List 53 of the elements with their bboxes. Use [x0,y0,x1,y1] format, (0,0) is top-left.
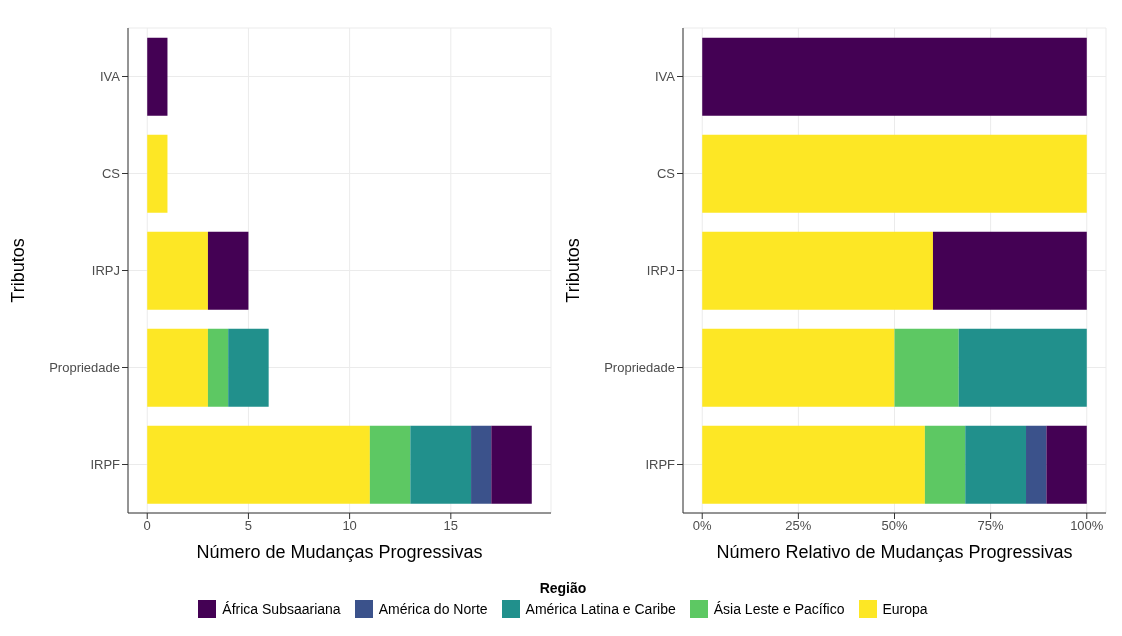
y-tick-label: IRPJ [91,263,120,279]
y-tick-label: CS [656,166,676,182]
bar [147,134,168,213]
y-axis-title: Tributos [8,238,29,303]
y-tick-label: IRPJ [646,263,675,279]
x-tick-label: 75% [977,518,1005,534]
bar [410,425,472,504]
y-axis-title: Tributos [563,238,584,303]
x-tick-label: 10 [342,518,357,534]
bar [894,328,959,407]
bar [1026,425,1047,504]
bar [471,425,492,504]
bar [702,37,1087,116]
y-tick-label: Propriedade [49,360,120,376]
legend-label: Europa [882,601,928,617]
x-tick-label: 15 [443,518,459,534]
x-tick-label: 100% [1070,518,1104,534]
bar [147,37,168,116]
x-tick-label: 5 [244,518,253,534]
bar [369,425,411,504]
bar [702,231,933,310]
legend-label: América do Norte [378,601,488,617]
x-axis-title: Número de Mudanças Progressivas [196,542,483,562]
legend-label: América Latina e Caribe [525,601,676,617]
bar [147,425,370,504]
bar [207,231,249,310]
x-tick-label: 50% [881,518,908,534]
bar [147,231,208,310]
x-tick-label: 25% [785,518,812,534]
bar [1046,425,1087,504]
y-tick-label: Propriedade [604,360,675,376]
y-tick-label: IRPF [90,457,121,473]
bar [491,425,532,504]
x-tick-label: 0 [143,518,151,534]
bar [702,134,1087,213]
y-tick-label: IVA [100,69,121,85]
bar [147,328,208,407]
bar [958,328,1087,407]
x-tick-label: 0% [692,518,713,534]
bar [965,425,1027,504]
bar [924,425,966,504]
legend-title: Região [538,580,588,596]
bar [228,328,269,407]
legend-label: África Subsaariana [222,601,341,617]
y-tick-label: IVA [655,69,676,85]
bar [702,425,925,504]
legend-label: Ásia Leste e Pacífico [713,601,845,617]
y-tick-label: IRPF [645,457,676,473]
x-axis-title: Número Relativo de Mudanças Progressivas [716,542,1073,562]
y-tick-label: CS [101,166,121,182]
bar [702,328,895,407]
bar [207,328,229,407]
bar [932,231,1087,310]
